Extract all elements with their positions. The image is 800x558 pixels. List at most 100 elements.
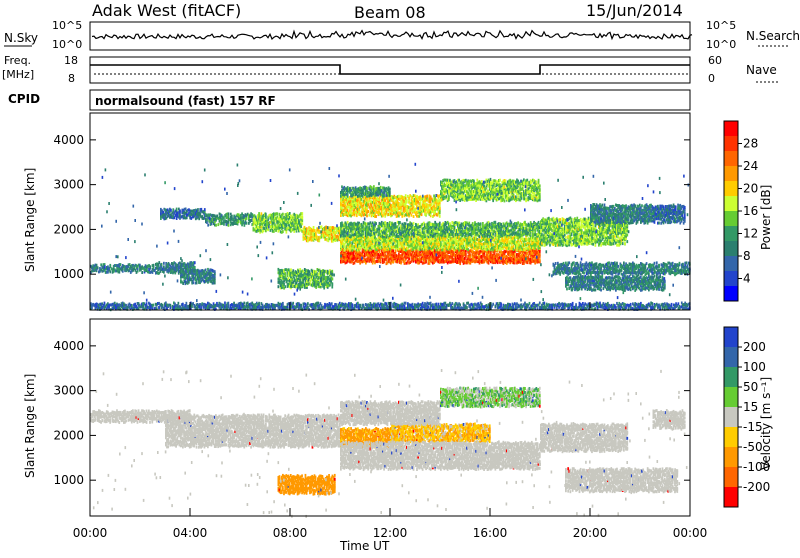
- data-cell: [413, 222, 415, 225]
- cpid-panel: CPID normalsound (fast) 157 RF: [8, 90, 690, 110]
- data-cell: [331, 270, 333, 273]
- data-cell: [479, 235, 481, 238]
- data-cell: [141, 271, 143, 274]
- sky-left-label: N.Sky: [4, 31, 38, 45]
- data-cell: [214, 281, 216, 284]
- data-cell: [192, 281, 194, 284]
- data-cell: [301, 215, 303, 218]
- data-cell: [153, 264, 155, 267]
- data-cell: [258, 212, 260, 215]
- data-cell: [228, 224, 230, 227]
- data-cell: [170, 209, 172, 212]
- sky-right-label: N.Search: [746, 29, 800, 43]
- data-cell: [488, 262, 490, 265]
- data-cell: [331, 286, 333, 289]
- nave-label: Nave: [746, 63, 777, 77]
- data-cell: [204, 208, 206, 211]
- data-cell: [119, 271, 121, 274]
- data-cell: [284, 272, 286, 275]
- data-cell: [179, 209, 181, 212]
- data-cell: [470, 253, 472, 256]
- data-cell: [425, 260, 427, 263]
- data-cell: [215, 224, 217, 227]
- sky-left-tick-bottom: 10^0: [52, 38, 82, 51]
- data-cell: [314, 229, 316, 232]
- data-cell: [186, 216, 188, 219]
- data-cell: [372, 222, 374, 225]
- data-cell: [286, 231, 288, 234]
- sky-right-tick-bottom: 10^0: [706, 38, 736, 51]
- data-cell: [196, 281, 198, 284]
- data-cell: [374, 256, 376, 259]
- data-cell: [514, 255, 516, 258]
- data-cell: [331, 282, 333, 285]
- data-cell: [517, 221, 519, 224]
- data-cell: [375, 222, 377, 225]
- data-cell: [399, 248, 401, 251]
- data-cell: [282, 230, 284, 233]
- freq-trace: [90, 65, 690, 74]
- data-cell: [397, 225, 399, 228]
- freq-panel: Freq. [MHz] 18 8 60 0 Nave: [2, 54, 778, 85]
- data-cell: [395, 222, 397, 225]
- data-cell: [313, 226, 315, 229]
- data-cell: [172, 208, 174, 211]
- freq-unit-label: [MHz]: [2, 68, 34, 81]
- data-cell: [399, 221, 401, 224]
- data-cell: [223, 223, 225, 226]
- data-cell: [465, 255, 467, 258]
- data-cell: [507, 227, 509, 230]
- data-cell: [380, 258, 382, 261]
- nave-tick-bottom: 0: [708, 72, 715, 85]
- data-cell: [276, 212, 278, 215]
- data-cell: [194, 261, 196, 264]
- sky-panel: N.Sky 10^5 10^0 10^5 10^0 N.Search: [4, 19, 800, 51]
- data-cell: [483, 245, 485, 248]
- sky-trace: [92, 31, 692, 39]
- data-cell: [465, 253, 467, 256]
- data-cell: [231, 215, 233, 218]
- beam-title: Beam 08: [354, 3, 426, 22]
- data-cell: [392, 249, 394, 252]
- data-cell: [489, 223, 491, 226]
- sky-right-tick-top: 10^5: [706, 19, 736, 32]
- data-cell: [467, 248, 469, 251]
- data-cell: [109, 270, 111, 273]
- data-cell: [329, 284, 331, 287]
- data-cell: [149, 265, 151, 268]
- data-cell: [120, 263, 122, 266]
- data-cell: [301, 212, 303, 215]
- data-cell: [492, 243, 494, 246]
- data-cell: [273, 230, 275, 233]
- data-cell: [458, 222, 460, 225]
- sky-noise-line: [92, 31, 692, 39]
- data-cell: [498, 254, 500, 257]
- data-cell: [395, 249, 397, 252]
- data-cell: [480, 222, 482, 225]
- data-cell: [199, 212, 201, 215]
- data-cell: [246, 222, 248, 225]
- data-cell: [440, 241, 442, 244]
- data-cell: [303, 281, 305, 284]
- data-cell: [539, 253, 541, 256]
- data-cell: [261, 212, 263, 215]
- data-cell: [291, 278, 293, 281]
- data-cell: [387, 234, 389, 237]
- freq-tick-bottom: 8: [68, 72, 75, 85]
- data-cell: [381, 246, 383, 249]
- data-cell: [420, 229, 422, 232]
- data-cell: [197, 208, 199, 211]
- data-cell: [228, 212, 230, 215]
- data-cell: [408, 258, 410, 261]
- freq-tick-top: 18: [64, 54, 78, 67]
- data-cell: [214, 270, 216, 273]
- freq-panel-frame: [90, 57, 690, 83]
- data-cell: [176, 208, 178, 211]
- data-cell: [454, 247, 456, 250]
- data-cell: [194, 266, 196, 269]
- data-cell: [508, 244, 510, 247]
- data-cell: [318, 239, 320, 242]
- data-cell: [539, 258, 541, 261]
- freq-label: Freq.: [4, 54, 31, 67]
